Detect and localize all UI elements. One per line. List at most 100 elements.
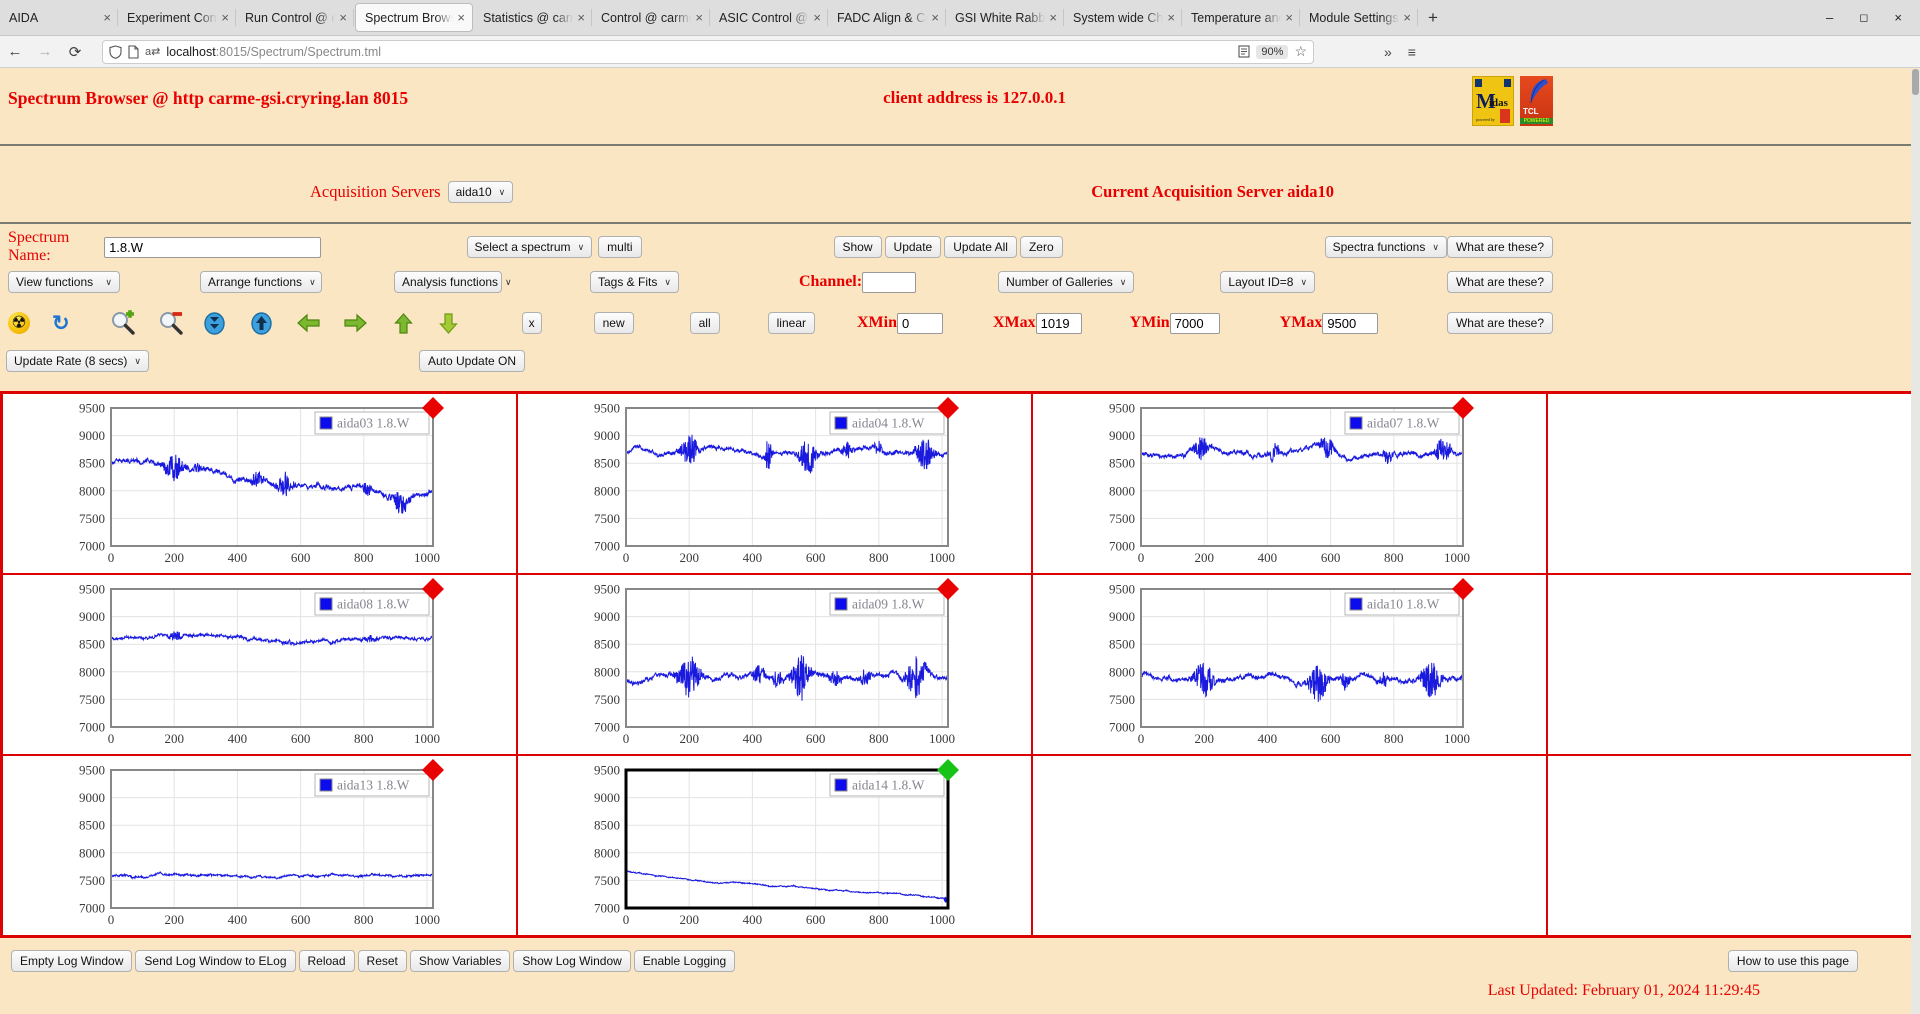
how-to-use-button[interactable]: How to use this page	[1727, 950, 1858, 972]
tags-fits-select[interactable]: Tags & Fits ∨	[590, 271, 679, 293]
update-rate-select[interactable]: Update Rate (8 secs) ∨	[6, 350, 149, 372]
tab-gsi-white-rabbit[interactable]: GSI White Rabbit ×	[946, 0, 1064, 35]
zero-button[interactable]: Zero	[1019, 236, 1063, 258]
tab-temperature-and[interactable]: Temperature and ×	[1182, 0, 1300, 35]
reader-mode-icon[interactable]	[1238, 45, 1250, 58]
reset-button[interactable]: Reset	[357, 950, 407, 972]
spectrum-cell-aida04[interactable]: 7000 7500 8000 8500 9000 9500 0 200 400 600 800 100…	[517, 393, 1032, 574]
zoom-out-icon[interactable]	[158, 310, 184, 336]
tab-close-icon[interactable]: ×	[1049, 10, 1057, 25]
move-right-icon[interactable]	[343, 313, 368, 333]
xmin-input[interactable]	[897, 312, 943, 334]
radiation-icon[interactable]: ☢	[8, 312, 30, 334]
tab-close-icon[interactable]: ×	[1167, 10, 1175, 25]
refresh-icon[interactable]: ↻	[52, 310, 70, 335]
tab-close-icon[interactable]: ×	[1403, 10, 1411, 25]
ymax-input[interactable]	[1322, 312, 1379, 334]
tab-close-icon[interactable]: ×	[695, 10, 703, 25]
empty-spectrum-cell[interactable]	[1032, 755, 1547, 936]
spectrum-chart-aida04[interactable]: 7000 7500 8000 8500 9000 9500 0 200 400 600 800 100…	[520, 396, 976, 566]
bookmark-star-icon[interactable]: ☆	[1294, 43, 1307, 59]
tab-close-icon[interactable]: ×	[813, 10, 821, 25]
select-a-spectrum-select[interactable]: Select a spectrum ∨	[466, 236, 593, 258]
tab-statistics-carm[interactable]: Statistics @ carm ×	[474, 0, 592, 35]
multi-button[interactable]: multi	[598, 236, 642, 258]
tab-close-icon[interactable]: ×	[221, 10, 229, 25]
scrollbar-thumb[interactable]	[1912, 69, 1919, 95]
tab-run-control-c[interactable]: Run Control @ c ×	[236, 0, 354, 35]
show-button[interactable]: Show	[833, 236, 882, 258]
tab-spectrum-brows[interactable]: Spectrum Brows ×	[355, 3, 473, 32]
tab-asic-control-c[interactable]: ASIC Control @ c ×	[710, 0, 828, 35]
spectrum-chart-aida07[interactable]: 7000 7500 8000 8500 9000 9500 0 200 400 600 800 100…	[1035, 396, 1491, 566]
page-scrollbar[interactable]	[1911, 69, 1920, 1014]
acquisition-server-select[interactable]: aida10 ∨	[447, 181, 514, 203]
what-are-these-button-3[interactable]: What are these?	[1446, 312, 1553, 334]
spectrum-cell-aida08[interactable]: 7000 7500 8000 8500 9000 9500 0 200 400 600 800 100…	[2, 574, 517, 755]
spectrum-cell-aida03[interactable]: 7000 7500 8000 8500 9000 9500 0 200 400 600 800 100…	[2, 393, 517, 574]
what-are-these-button-2[interactable]: What are these?	[1446, 271, 1553, 293]
update-all-button[interactable]: Update All	[944, 236, 1017, 258]
auto-update-button[interactable]: Auto Update ON	[418, 350, 526, 372]
tab-close-icon[interactable]: ×	[339, 10, 347, 25]
tab-close-icon[interactable]: ×	[103, 10, 111, 25]
window-restore-button[interactable]: ◻	[1859, 12, 1869, 24]
spectrum-cell-aida14[interactable]: 7000 7500 8000 8500 9000 9500 0 200 400 600 800 100…	[517, 755, 1032, 936]
move-up-icon[interactable]	[393, 312, 413, 335]
spectrum-chart-aida14[interactable]: 7000 7500 8000 8500 9000 9500 0 200 400 600 800 100…	[520, 758, 976, 928]
show-log-window-button[interactable]: Show Log Window	[513, 950, 631, 972]
new-button[interactable]: new	[593, 312, 634, 334]
back-button[interactable]: ←	[7, 43, 23, 60]
channel-input[interactable]	[862, 271, 917, 293]
xmax-input[interactable]	[1035, 312, 1082, 334]
spectrum-chart-aida10[interactable]: 7000 7500 8000 8500 9000 9500 0 200 400 600 800 100…	[1035, 577, 1491, 747]
spectrum-chart-aida08[interactable]: 7000 7500 8000 8500 9000 9500 0 200 400 600 800 100…	[5, 577, 461, 747]
tab-fadc-align-co[interactable]: FADC Align & Co ×	[828, 0, 946, 35]
linear-button[interactable]: linear	[767, 312, 815, 334]
tab-module-settings[interactable]: Module Settings ×	[1300, 0, 1418, 35]
all-button[interactable]: all	[689, 312, 720, 334]
move-down-icon[interactable]	[438, 312, 458, 335]
tab-close-icon[interactable]: ×	[457, 10, 465, 25]
layout-id-select[interactable]: Layout ID=8 ∨	[1220, 271, 1316, 293]
spectrum-chart-aida13[interactable]: 7000 7500 8000 8500 9000 9500 0 200 400 600 800 100…	[5, 758, 461, 928]
tab-experiment-cont[interactable]: Experiment Cont ×	[118, 0, 236, 35]
x-button[interactable]: x	[521, 312, 542, 334]
spectrum-cell-aida09[interactable]: 7000 7500 8000 8500 9000 9500 0 200 400 600 800 100…	[517, 574, 1032, 755]
enable-logging-button[interactable]: Enable Logging	[633, 950, 736, 972]
reload-button[interactable]: ⟳	[68, 43, 82, 61]
tab-close-icon[interactable]: ×	[931, 10, 939, 25]
compress-y-icon[interactable]	[203, 311, 225, 335]
empty-log-window-button[interactable]: Empty Log Window	[11, 950, 133, 972]
new-tab-button[interactable]: +	[1428, 7, 1438, 27]
url-bar[interactable]: a⇄ localhost:8015/Spectrum/Spectrum.tml …	[102, 39, 1314, 64]
spectrum-cell-aida10[interactable]: 7000 7500 8000 8500 9000 9500 0 200 400 600 800 100…	[1032, 574, 1547, 755]
tab-control-carme[interactable]: Control @ carme ×	[592, 0, 710, 35]
analysis-functions-select[interactable]: Analysis functions ∨	[394, 271, 512, 293]
tab-system-wide-che[interactable]: System wide Che ×	[1064, 0, 1182, 35]
tab-aida[interactable]: AIDA ×	[0, 0, 118, 35]
hamburger-menu-icon[interactable]: ≡	[1407, 43, 1416, 60]
spectrum-chart-aida03[interactable]: 7000 7500 8000 8500 9000 9500 0 200 400 600 800 100…	[5, 396, 461, 566]
expand-y-icon[interactable]	[250, 311, 272, 335]
reload-button[interactable]: Reload	[298, 950, 355, 972]
spectrum-chart-aida09[interactable]: 7000 7500 8000 8500 9000 9500 0 200 400 600 800 100…	[520, 577, 976, 747]
tab-close-icon[interactable]: ×	[1285, 10, 1293, 25]
move-left-icon[interactable]	[296, 313, 321, 333]
zoom-in-icon[interactable]	[110, 310, 136, 336]
window-minimize-button[interactable]: –	[1826, 10, 1834, 25]
window-close-button[interactable]: ×	[1894, 10, 1902, 25]
number-of-galleries-select[interactable]: Number of Galleries ∨	[998, 271, 1135, 293]
ymin-input[interactable]	[1169, 312, 1220, 334]
tab-close-icon[interactable]: ×	[577, 10, 585, 25]
spectrum-cell-aida07[interactable]: 7000 7500 8000 8500 9000 9500 0 200 400 600 800 100…	[1032, 393, 1547, 574]
what-are-these-button-1[interactable]: What are these?	[1446, 236, 1553, 258]
send-log-window-to-elog-button[interactable]: Send Log Window to ELog	[135, 950, 296, 972]
update-button[interactable]: Update	[884, 236, 942, 258]
view-functions-select[interactable]: View functions ∨	[8, 271, 120, 293]
spectra-functions-select[interactable]: Spectra functions ∨	[1324, 236, 1447, 258]
arrange-functions-select[interactable]: Arrange functions ∨	[200, 271, 322, 293]
show-variables-button[interactable]: Show Variables	[409, 950, 511, 972]
forward-button[interactable]: →	[37, 43, 53, 60]
overflow-menu-icon[interactable]: »	[1384, 43, 1392, 60]
